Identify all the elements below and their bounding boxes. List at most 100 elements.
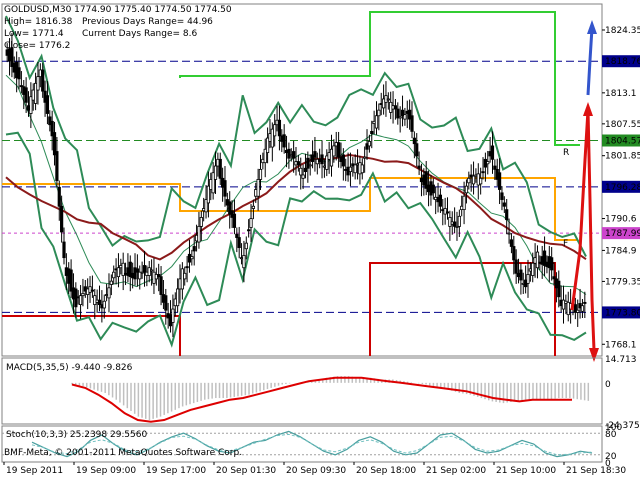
time-tick-label-7: 21 Sep 10:00: [496, 466, 556, 476]
candle-body-117: [282, 134, 286, 148]
candle-body-183: [438, 194, 443, 207]
candle-body-94: [228, 201, 232, 215]
candle-body-64: [157, 274, 161, 278]
candle-body-235: [561, 299, 566, 310]
candle-body-60: [147, 267, 151, 276]
candle-body-167: [400, 109, 405, 117]
candle-body-193: [462, 195, 466, 211]
candle-body-119: [287, 148, 291, 159]
candle-body-203: [486, 161, 490, 165]
candle-body-79: [192, 246, 196, 252]
stoch-panel: Stoch(10,3,3) 25.2398 29.5560: [1, 425, 603, 463]
candle-body-231: [552, 276, 556, 280]
stoch-tick-label-2: 20: [605, 452, 617, 462]
price-label-1: 1804.57: [605, 136, 640, 146]
candle-body-211: [505, 209, 509, 221]
candle-body-154: [370, 130, 374, 135]
stoch-tick-label-0: 100: [605, 423, 622, 433]
price-label-2: 1796.28: [605, 183, 640, 193]
candle-body-20: [52, 132, 57, 156]
candle-body-209: [500, 192, 504, 200]
header-close: Close= 1776.2: [4, 41, 70, 51]
price-tick-label-0: 1824.35: [605, 26, 640, 36]
candle-body-208: [497, 172, 502, 190]
macd-frame: [1, 357, 603, 425]
stoch-frame: [1, 425, 603, 463]
stoch-tick-label-3: 0: [605, 459, 611, 469]
candle-body-230: [550, 257, 554, 271]
price-panel: RF: [1, 3, 603, 362]
band-upper-line: [5, 15, 587, 257]
candle-body-205: [490, 145, 495, 160]
time-tick-label-6: 21 Sep 02:00: [426, 466, 486, 476]
candle-body-6: [19, 85, 23, 88]
candle-body-168: [403, 114, 407, 120]
candle-body-61: [149, 269, 154, 272]
price-tick-label-6: 1779.35: [605, 277, 640, 287]
candle-body-109: [263, 148, 267, 164]
price-label-box-2: [602, 180, 640, 193]
candle-body-123: [296, 161, 300, 166]
candle-body-121: [292, 151, 296, 159]
candle-body-171: [410, 115, 414, 132]
candle-body-177: [424, 171, 428, 189]
candle-body-244: [583, 301, 587, 304]
candle-body-153: [367, 141, 371, 147]
candle-body-55: [135, 268, 139, 273]
candle-body-185: [443, 208, 447, 215]
candle-body-128: [308, 164, 312, 167]
candle-body-98: [237, 237, 241, 249]
candle-body-129: [310, 154, 315, 162]
candle-body-45: [112, 271, 116, 279]
price-label-box-0: [602, 55, 640, 68]
candle-body-78: [190, 256, 194, 260]
candle-body-75: [183, 272, 187, 280]
macd-tick-label-2: -24.375: [605, 421, 640, 431]
stoch-signal-line: [31, 433, 593, 456]
candle-body-135: [325, 155, 329, 170]
candle-body-161: [386, 98, 390, 101]
red-range-right: [369, 262, 556, 356]
candle-body-206: [493, 165, 497, 170]
candle-body-191: [457, 215, 461, 227]
time-tick-label-8: 21 Sep 18:30: [566, 466, 626, 476]
price-label-3: 1787.99: [605, 229, 640, 239]
candle-body-112: [270, 128, 274, 148]
candle-body-65: [159, 276, 163, 295]
macd-tick-label-0: 14.713: [605, 355, 637, 365]
candle-body-210: [502, 202, 506, 207]
candle-body-8: [24, 87, 28, 103]
candle-body-217: [519, 269, 523, 281]
side-mark-f: F: [563, 239, 568, 249]
candle-body-201: [481, 171, 485, 174]
candle-body-240: [573, 304, 577, 313]
macd-signal-line: [71, 376, 572, 423]
candle-body-227: [542, 250, 547, 266]
candle-body-145: [348, 166, 353, 173]
candle-body-10: [29, 96, 33, 114]
candle-body-13: [36, 76, 40, 91]
price-label-box-3: [602, 227, 640, 240]
candle-body-31: [78, 295, 83, 305]
candle-body-82: [199, 217, 203, 227]
candle-body-17: [45, 95, 50, 114]
candle-body-142: [341, 154, 345, 167]
price-tick-label-5: 1784.9: [605, 246, 637, 256]
price-label-box-1: [602, 134, 640, 147]
candle-body-194: [464, 185, 469, 194]
candle-body-213: [509, 239, 514, 247]
candle-body-103: [249, 218, 253, 228]
candle-body-220: [526, 274, 530, 284]
candle-body-24: [62, 241, 66, 259]
candle-body-22: [57, 186, 61, 207]
candle-body-52: [128, 261, 132, 278]
candle-body-152: [365, 143, 369, 150]
copyright-text: BMF-Meta, © 2001-2011 MetaQuotes Softwar…: [4, 448, 242, 458]
price-label-0: 1818.76: [605, 57, 640, 67]
candle-body-133: [320, 154, 324, 165]
time-tick-label-5: 20 Sep 18:00: [356, 466, 416, 476]
candle-body-81: [197, 225, 201, 243]
price-tick-label-4: 1790.6: [605, 215, 637, 225]
time-tick-label-4: 20 Sep 09:30: [286, 466, 346, 476]
